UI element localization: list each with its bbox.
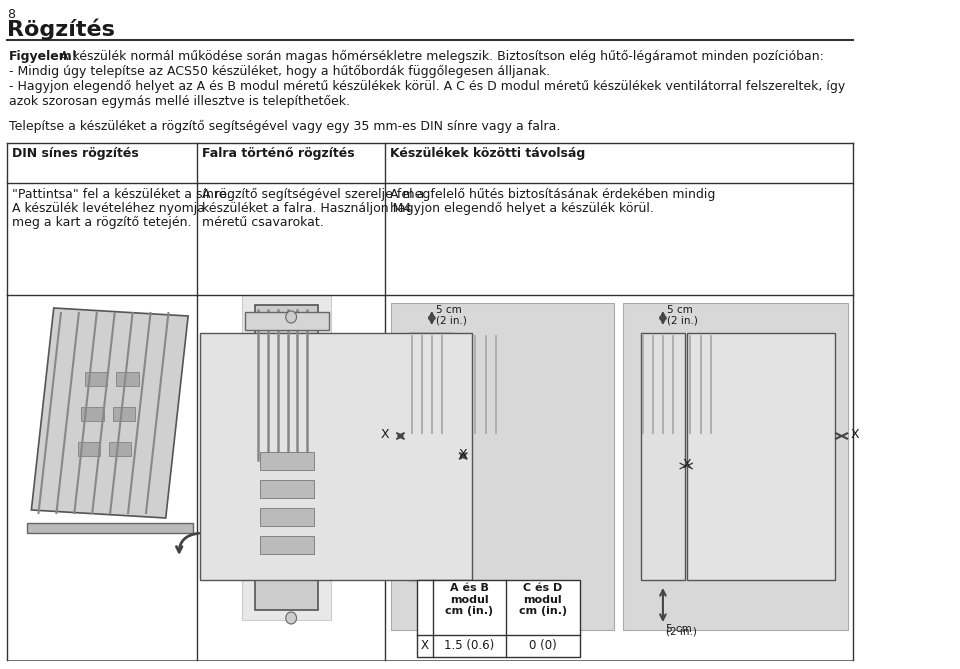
Bar (245, 312, 328, 330)
Bar (623, 303, 849, 630)
Polygon shape (27, 523, 193, 533)
Text: (2 in.): (2 in.) (667, 315, 698, 325)
Circle shape (286, 311, 297, 323)
Text: hagyjon elegendő helyet a készülék körül.: hagyjon elegendő helyet a készülék körül… (390, 202, 654, 215)
Text: 5 cm: 5 cm (667, 305, 693, 315)
Text: Rögzítés: Rögzítés (7, 18, 115, 39)
Text: X: X (459, 448, 468, 461)
Text: 8: 8 (7, 8, 15, 21)
Bar (260, 480, 314, 498)
Bar (116, 372, 139, 386)
Text: - Hagyjon elegendő helyet az A és B modul méretű készülékek körül. A C és D modu: - Hagyjon elegendő helyet az A és B modu… (9, 80, 845, 93)
Text: meg a kart a rögzítő tetején.: meg a kart a rögzítő tetején. (12, 216, 191, 229)
Text: készüléket a falra. Használjon M4: készüléket a falra. Használjon M4 (202, 202, 411, 215)
Text: 0 (0): 0 (0) (529, 639, 557, 652)
Text: X: X (683, 458, 691, 471)
Bar (82, 407, 104, 421)
Bar (417, 580, 580, 657)
Text: A megfelelő hűtés biztosításának érdekében mindig: A megfelelő hűtés biztosításának érdekéb… (390, 188, 715, 201)
Bar (409, 333, 454, 580)
Bar (687, 333, 835, 580)
Text: A készülék levételéhez nyomja: A készülék levételéhez nyomja (12, 202, 204, 215)
Bar (260, 508, 314, 526)
Text: Figyelem!: Figyelem! (9, 50, 79, 63)
Bar (108, 442, 132, 456)
Text: 5 cm: 5 cm (666, 624, 692, 634)
Text: (2 in.): (2 in.) (436, 626, 467, 636)
Text: azok szorosan egymás mellé illesztve is telepíthetőek.: azok szorosan egymás mellé illesztve is … (9, 95, 350, 108)
Text: Készülékek közötti távolság: Készülékek közötti távolság (390, 147, 585, 160)
Text: X: X (851, 428, 859, 441)
Bar (260, 452, 314, 470)
Text: "Pattintsa" fel a készüléket a sínre.: "Pattintsa" fel a készüléket a sínre. (12, 188, 230, 201)
Text: Falra történő rögzítés: Falra történő rögzítés (202, 147, 354, 160)
Text: (2 in.): (2 in.) (666, 626, 697, 636)
Text: DIN sínes rögzítés: DIN sínes rögzítés (12, 147, 138, 160)
Bar (242, 295, 331, 620)
Text: X: X (381, 428, 390, 441)
Text: Telepítse a készüléket a rögzítő segítségével vagy egy 35 mm-es DIN sínre vagy a: Telepítse a készüléket a rögzítő segítsé… (9, 120, 561, 133)
Text: A rögzítő segítségével szerelje fel a: A rögzítő segítségével szerelje fel a (202, 188, 424, 201)
Polygon shape (32, 308, 188, 518)
Bar (78, 442, 100, 456)
Text: méretű csavarokat.: méretű csavarokat. (202, 216, 324, 229)
Bar (200, 333, 472, 580)
Text: A és B
modul
cm (in.): A és B modul cm (in.) (445, 583, 493, 616)
Bar (85, 372, 108, 386)
Text: C és D
modul
cm (in.): C és D modul cm (in.) (518, 583, 567, 616)
Text: X: X (420, 639, 428, 652)
Text: - Mindig úgy telepítse az ACS50 készüléket, hogy a hűtőbordák függőlegesen állja: - Mindig úgy telepítse az ACS50 készülék… (9, 65, 550, 78)
Text: 1.5 (0.6): 1.5 (0.6) (444, 639, 494, 652)
Bar (260, 536, 314, 554)
Bar (112, 407, 135, 421)
Bar (640, 333, 685, 580)
Text: 5 cm: 5 cm (436, 624, 461, 634)
Bar (392, 303, 613, 630)
Circle shape (286, 612, 297, 624)
Text: A készülék normál működése során magas hőmérsékletre melegszik. Biztosítson elég: A készülék normál működése során magas h… (56, 50, 824, 63)
Text: 5 cm: 5 cm (436, 305, 462, 315)
Bar (255, 305, 318, 610)
Text: (2 in.): (2 in.) (436, 315, 468, 325)
